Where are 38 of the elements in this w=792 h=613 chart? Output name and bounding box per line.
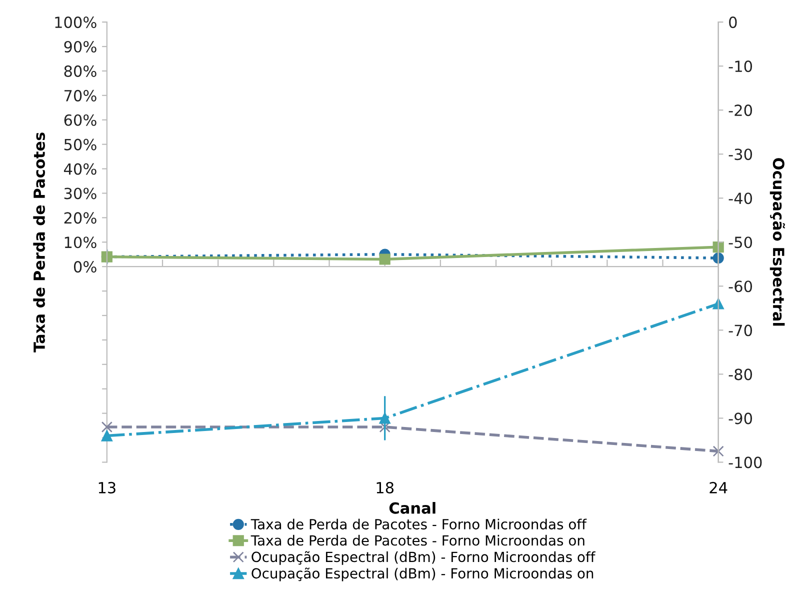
y2-tick-label: -30: [728, 148, 752, 160]
x-axis-title: Canal: [389, 502, 436, 514]
y2-tick-label: -20: [728, 104, 752, 116]
y-tick-label: 30%: [64, 188, 96, 200]
y-tick-label: 100%: [55, 16, 96, 28]
y-tick-label: 70%: [64, 90, 96, 102]
y-tick-label: 10%: [64, 236, 96, 248]
y2-tick-label: -10: [728, 60, 752, 72]
x-tick-label: 24: [710, 482, 728, 494]
y-tick-label: 20%: [64, 212, 96, 224]
legend-label: Taxa de Perda de Pacotes - Forno Microondas off: [250, 518, 587, 530]
legend-label: Ocupação Espectral (dBm) - Forno Microondas on: [252, 568, 594, 582]
y2-tick-label: -50: [728, 236, 752, 248]
x-tick-label: 18: [376, 482, 394, 494]
y-tick-label: 90%: [64, 40, 96, 53]
y2-tick-label: -100: [728, 456, 762, 468]
y-axis-title: Taxa de Perda de Pacotes: [33, 132, 46, 352]
point: [101, 430, 112, 442]
y2-tick-label: -40: [728, 192, 752, 204]
y2-tick-label: -80: [728, 368, 752, 380]
y2-tick-label: -70: [728, 324, 752, 336]
legend-label: Taxa de Perda de Pacotes - Forno Microondas on: [250, 534, 584, 546]
legend-label: Ocupação Espectral (dBm) - Forno Microondas off: [252, 551, 596, 565]
y-tick-label: 80%: [64, 65, 96, 77]
y2-tick-label: 0: [729, 16, 737, 28]
y-tick-label: 50%: [64, 138, 96, 150]
y2-tick-label: -60: [728, 280, 752, 292]
point: [712, 446, 724, 457]
point: [379, 421, 390, 433]
point: [379, 254, 390, 265]
y2-tick-label: -90: [728, 412, 752, 424]
y-tick-label: 60%: [64, 114, 96, 126]
x-tick-label: 13: [98, 482, 116, 494]
point: [101, 421, 112, 433]
y2-axis-title: Ocupação Espectral: [770, 158, 785, 326]
y-tick-label: 40%: [64, 163, 96, 175]
point: [712, 298, 724, 310]
y-tick-label: 0%: [74, 261, 96, 273]
